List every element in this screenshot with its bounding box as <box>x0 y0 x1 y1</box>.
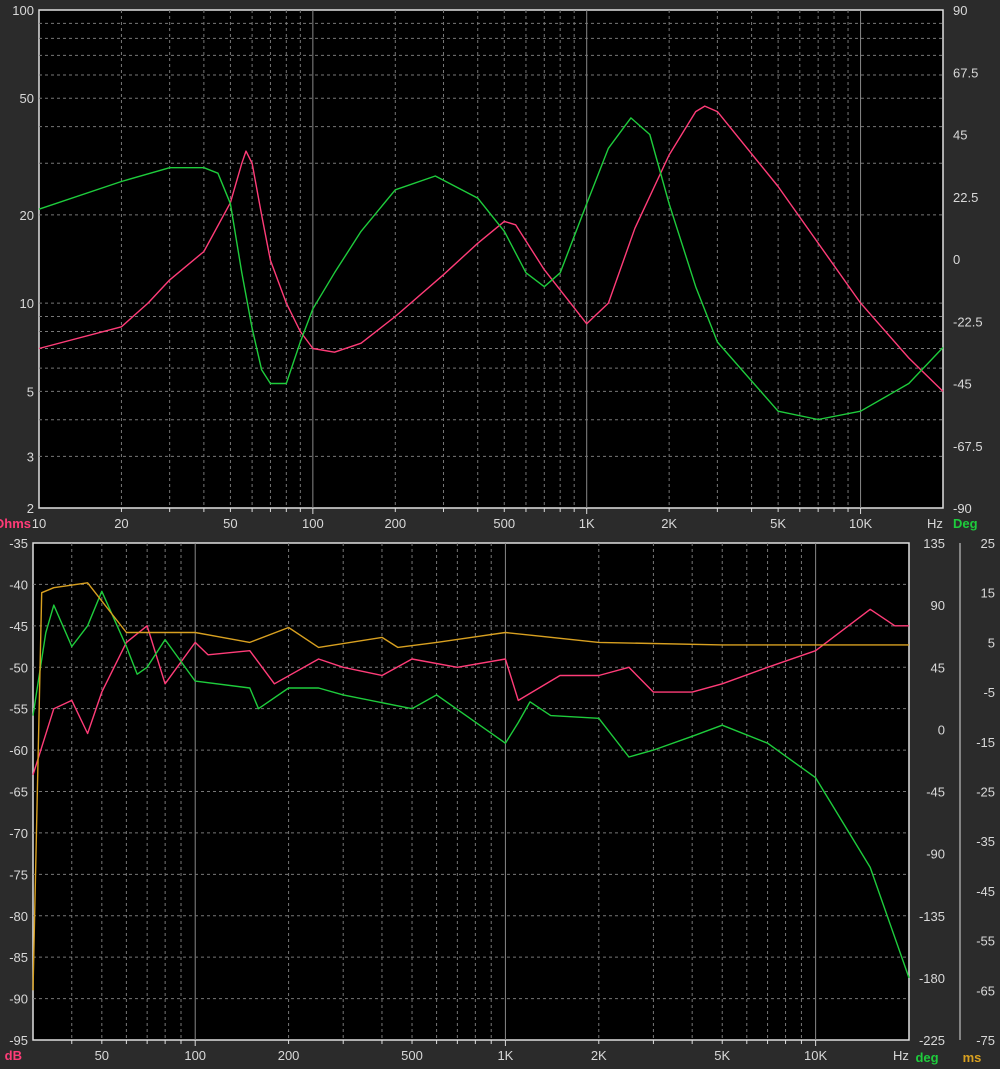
x-tick-label: 10 <box>32 516 46 531</box>
series-line-left <box>32 608 909 776</box>
x-tick-label: 1K <box>579 516 595 531</box>
x-tick-label: 100 <box>184 1048 206 1063</box>
left-tick-label: 100 <box>12 3 34 18</box>
left-tick-label: 50 <box>20 91 34 106</box>
right-tick-label: -67.5 <box>953 439 983 454</box>
mid-tick-label: 90 <box>931 598 945 613</box>
chart-panel-1 <box>32 542 961 1046</box>
x-unit-label: Hz <box>893 1048 909 1063</box>
left-tick-label: -80 <box>9 909 28 924</box>
left-tick-label: 3 <box>27 449 34 464</box>
x-tick-label: 100 <box>302 516 324 531</box>
left-tick-label: -90 <box>9 992 28 1007</box>
left-tick-label: -70 <box>9 826 28 841</box>
mid-tick-label: -225 <box>919 1033 945 1048</box>
x-tick-label: 10K <box>849 516 872 531</box>
right-tick-label: -55 <box>976 934 995 949</box>
left-tick-label: -45 <box>9 619 28 634</box>
left-tick-label: 10 <box>20 296 34 311</box>
right-tick-label: -45 <box>953 377 972 392</box>
left-tick-label: -40 <box>9 577 28 592</box>
left-tick-label: 20 <box>20 208 34 223</box>
left-tick-label: 5 <box>27 384 34 399</box>
x-tick-label: 2K <box>591 1048 607 1063</box>
x-tick-label: 500 <box>493 516 515 531</box>
right-tick-label: -15 <box>976 735 995 750</box>
mid-tick-label: 0 <box>938 722 945 737</box>
right-tick-label: -5 <box>983 685 995 700</box>
x-tick-label: 50 <box>95 1048 109 1063</box>
right-tick-label: 67.5 <box>953 65 978 80</box>
left-tick-label: -75 <box>9 867 28 882</box>
right-tick-label: -75 <box>976 1033 995 1048</box>
mid-tick-label: -180 <box>919 971 945 986</box>
right-tick-label: -65 <box>976 983 995 998</box>
right-tick-label: 45 <box>953 128 967 143</box>
mid-tick-label: 135 <box>923 536 945 551</box>
x-tick-label: 20 <box>114 516 128 531</box>
left-tick-label: -60 <box>9 743 28 758</box>
right-unit-label: ms <box>963 1050 982 1065</box>
right-tick-label: -45 <box>976 884 995 899</box>
mid-tick-label: -90 <box>926 847 945 862</box>
right-tick-label: 15 <box>981 586 995 601</box>
right-tick-label: 90 <box>953 3 967 18</box>
x-tick-label: 5K <box>714 1048 730 1063</box>
right-tick-label: 0 <box>953 252 960 267</box>
mid-tick-label: 45 <box>931 660 945 675</box>
left-tick-label: 2 <box>27 501 34 516</box>
right-tick-label: 5 <box>988 635 995 650</box>
left-tick-label: -55 <box>9 702 28 717</box>
x-tick-label: 500 <box>401 1048 423 1063</box>
right-unit-label: Deg <box>953 516 978 531</box>
mid-tick-label: -135 <box>919 909 945 924</box>
mid-tick-label: -45 <box>926 785 945 800</box>
left-unit-label: dB <box>5 1048 22 1063</box>
right-tick-label: -90 <box>953 501 972 516</box>
x-tick-label: 10K <box>804 1048 827 1063</box>
x-tick-label: 5K <box>770 516 786 531</box>
left-tick-label: -85 <box>9 950 28 965</box>
series-line-right <box>38 117 944 421</box>
left-tick-label: -35 <box>9 536 28 551</box>
left-tick-label: -50 <box>9 660 28 675</box>
right-tick-label: -25 <box>976 785 995 800</box>
x-tick-label: 2K <box>661 516 677 531</box>
right-tick-label: -22.5 <box>953 314 983 329</box>
x-tick-label: 200 <box>278 1048 300 1063</box>
left-tick-label: -95 <box>9 1033 28 1048</box>
mid-unit-label: deg <box>915 1050 938 1065</box>
right-tick-label: 25 <box>981 536 995 551</box>
right-tick-label: -35 <box>976 834 995 849</box>
x-tick-label: 200 <box>384 516 406 531</box>
right-tick-label: 22.5 <box>953 190 978 205</box>
left-unit-label: Ohms <box>0 516 31 531</box>
plot-area <box>38 9 944 509</box>
chart-panel-0 <box>38 9 944 514</box>
x-unit-label: Hz <box>927 516 943 531</box>
x-tick-label: 50 <box>223 516 237 531</box>
left-tick-label: -65 <box>9 785 28 800</box>
x-tick-label: 1K <box>497 1048 513 1063</box>
